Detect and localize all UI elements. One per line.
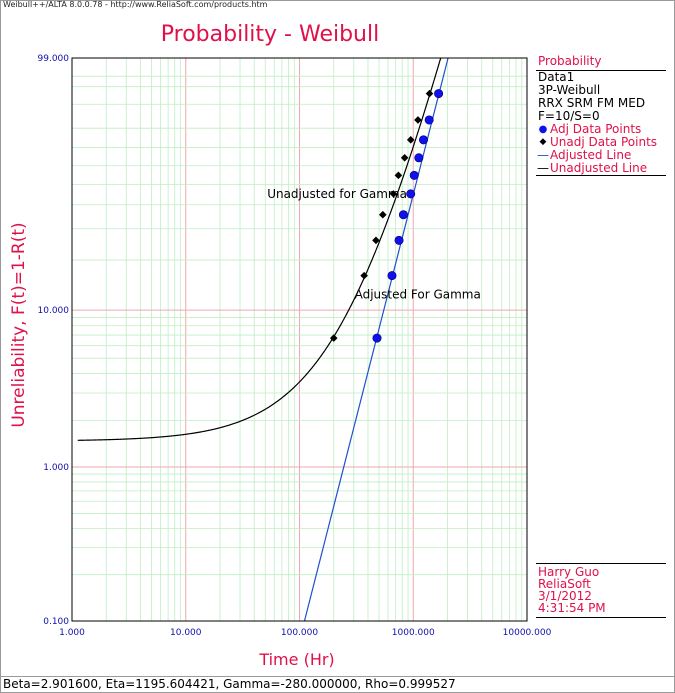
legend-item-unadjusted-line: — Unadjusted Line bbox=[536, 162, 666, 176]
legend-item-label: Adj Data Points bbox=[550, 122, 642, 136]
y-tick-label: 10.000 bbox=[38, 306, 70, 316]
y-tick-label: 99.000 bbox=[38, 54, 70, 64]
info-box: Harry Guo ReliaSoft 3/1/2012 4:31:54 PM bbox=[536, 563, 666, 618]
blue-line-icon: — bbox=[537, 148, 549, 162]
x-tick-label: 100.000 bbox=[281, 628, 318, 638]
unadj-data-point bbox=[406, 136, 415, 144]
diamond-marker-icon: ◆ bbox=[539, 137, 547, 147]
legend-item-label: Adjusted Line bbox=[550, 148, 632, 162]
x-tick-label: 1000.000 bbox=[392, 628, 435, 638]
unadj-data-point bbox=[360, 271, 368, 280]
legend-method-label: RRX SRM FM MED bbox=[538, 96, 646, 110]
legend-count-label: F=10/S=0 bbox=[538, 109, 600, 123]
unadj-data-point bbox=[414, 116, 422, 124]
annotation-adjusted: Adjusted For Gamma bbox=[355, 287, 481, 301]
legend-item-adjusted-line: — Adjusted Line bbox=[536, 149, 666, 162]
legend-title: Probability bbox=[536, 55, 666, 71]
y-tick-label: 1.000 bbox=[43, 463, 69, 473]
unadj-data-point bbox=[379, 210, 387, 219]
adj-data-point bbox=[414, 153, 424, 163]
status-bar: Beta=2.901600, Eta=1195.604421, Gamma=-2… bbox=[0, 676, 675, 692]
legend-model-label: 3P-Weibull bbox=[538, 83, 601, 97]
y-tick-label: 0.100 bbox=[43, 617, 69, 627]
adj-data-point bbox=[406, 189, 416, 199]
legend-item-label: Unadj Data Points bbox=[550, 135, 658, 149]
company-name: ReliaSoft bbox=[538, 577, 591, 591]
annotation-unadjusted: Unadjusted for Gamma bbox=[267, 187, 407, 201]
unadj-data-point bbox=[389, 190, 398, 198]
black-line-icon: — bbox=[537, 161, 549, 175]
unadj-data-point bbox=[372, 236, 380, 245]
legend: Probability Data1 3P-Weibull RRX SRM FM … bbox=[536, 55, 666, 176]
unadj-data-point bbox=[394, 171, 403, 180]
adj-data-point bbox=[409, 170, 419, 180]
adj-data-point bbox=[394, 235, 404, 245]
circle-marker-icon: ● bbox=[538, 124, 548, 135]
adj-data-point bbox=[398, 210, 408, 220]
window-header: Weibull++/ALTA 8.0.0.78 - http://www.Rel… bbox=[3, 0, 268, 9]
plot-date: 3/1/2012 bbox=[538, 589, 592, 603]
x-tick-label: 10000.000 bbox=[503, 628, 552, 638]
x-tick-label: 1.000 bbox=[59, 628, 85, 638]
x-axis-label: Time (Hr) bbox=[259, 650, 335, 669]
user-name: Harry Guo bbox=[538, 565, 600, 579]
adj-data-point bbox=[434, 89, 444, 99]
unadj-data-point bbox=[425, 89, 434, 98]
plot-border bbox=[71, 57, 528, 622]
unadj-data-point bbox=[400, 153, 409, 162]
legend-item-adj-points: ● Adj Data Points bbox=[536, 123, 666, 136]
x-tick-label: 10.000 bbox=[170, 628, 202, 638]
adj-data-point bbox=[418, 135, 428, 145]
adj-data-point bbox=[387, 271, 397, 281]
legend-item-label: Unadjusted Line bbox=[550, 161, 648, 175]
unadj-data-point bbox=[329, 334, 338, 342]
chart-title: Probability - Weibull bbox=[160, 22, 380, 47]
legend-item-unadj-points: ◆ Unadj Data Points bbox=[536, 136, 666, 149]
legend-data-label: Data1 bbox=[538, 70, 575, 84]
plot-time: 4:31:54 PM bbox=[538, 601, 606, 615]
adj-data-point bbox=[372, 333, 382, 343]
unadjusted-line bbox=[77, 58, 442, 441]
adj-data-point bbox=[424, 115, 434, 125]
